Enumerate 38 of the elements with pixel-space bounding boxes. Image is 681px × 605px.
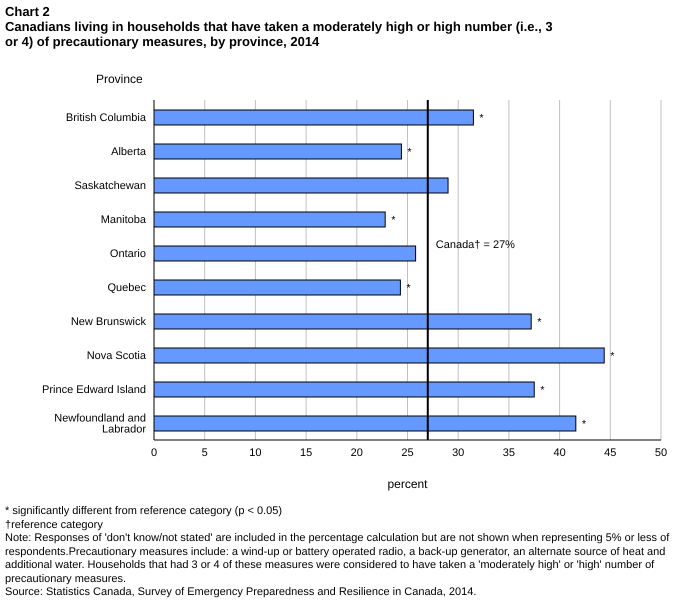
x-tick-label: 40 <box>553 446 566 459</box>
text: †reference category <box>5 518 103 530</box>
x-tick-label: 5 <box>202 446 208 459</box>
x-axis-title: percent <box>387 477 428 491</box>
text: Chart 2 <box>5 4 50 19</box>
y-tick-label: Newfoundland and Labrador <box>54 412 146 436</box>
y-tick-label: Alberta <box>111 146 147 158</box>
text: Note: Responses of 'don't know/not stated' are included in the percentage calculation but are not shown when representing 5% or less of respondents.Precautionary measures include: a wind-up or battery operated radio, a back-up generator, an alternate source of heat and additional water. Households that had 3 or 4 of these measures were considered to have taken a 'moderately high' or 'high' number of precautionary measures. <box>5 532 670 584</box>
y-tick-label: Ontario <box>110 248 146 260</box>
y-tick-label: Saskatchewan <box>74 180 146 192</box>
y-tick-label: Prince Edward Island <box>42 384 146 396</box>
x-tick-label: 0 <box>150 446 158 459</box>
x-tick-label: 50 <box>654 446 668 459</box>
x-tick-label: 45 <box>604 446 616 459</box>
data-label: * <box>610 350 616 362</box>
x-tick-label: 10 <box>249 446 262 459</box>
y-tick-label: Quebec <box>107 282 146 294</box>
ref-line-label: Canada† = 27% <box>436 238 516 251</box>
x-tick-label: 35 <box>502 446 516 459</box>
data-label: * <box>537 316 542 328</box>
x-tick-label: 25 <box>401 446 414 459</box>
data-label: * <box>391 214 396 226</box>
data-label: * <box>406 282 412 294</box>
data-label: * <box>582 418 587 430</box>
source-note: Source: Statistics Canada, Survey of Emergency Preparedness and Resilience in Canada, 2014. <box>5 586 476 598</box>
data-label: * <box>407 146 412 158</box>
y-tick-label: Manitoba <box>100 214 147 226</box>
chart-subtitle: Canadians living in households that have taken a moderately high or high number (i.e., 3 or 4) of precautionary measures, by province, 2014 <box>5 19 553 49</box>
y-tick-label: New Brunswick <box>70 316 146 328</box>
x-tick-label: 30 <box>452 446 464 459</box>
y-axis-title: Province <box>96 72 143 86</box>
y-tick-label: Nova Scotia <box>86 350 147 362</box>
x-tick-label: 15 <box>300 446 312 459</box>
data-label: * <box>479 112 484 124</box>
text: * significantly different from reference category (p < 0.05) <box>5 505 282 517</box>
data-label: * <box>540 384 546 396</box>
x-tick-label: 20 <box>350 446 363 459</box>
y-tick-label: British Columbia <box>66 112 147 124</box>
